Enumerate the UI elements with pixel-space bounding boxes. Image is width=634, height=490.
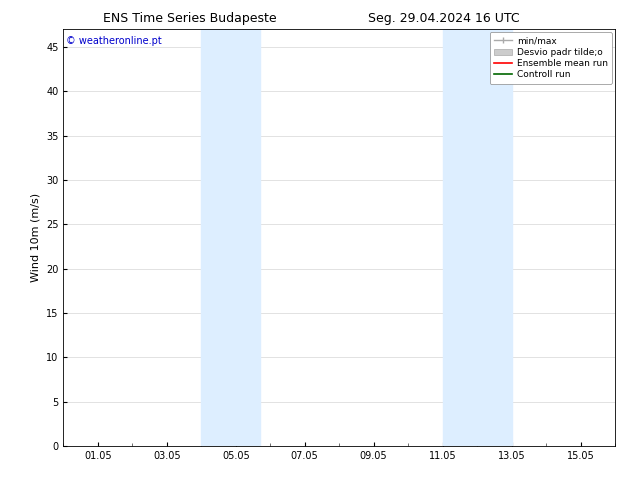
Bar — [443, 29, 512, 446]
Text: ENS Time Series Budapeste: ENS Time Series Budapeste — [103, 12, 277, 25]
Bar — [202, 29, 260, 446]
Y-axis label: Wind 10m (m/s): Wind 10m (m/s) — [30, 193, 41, 282]
Legend: min/max, Desvio padr tilde;o, Ensemble mean run, Controll run: min/max, Desvio padr tilde;o, Ensemble m… — [489, 32, 612, 84]
Text: Seg. 29.04.2024 16 UTC: Seg. 29.04.2024 16 UTC — [368, 12, 520, 25]
Text: © weatheronline.pt: © weatheronline.pt — [66, 36, 162, 46]
